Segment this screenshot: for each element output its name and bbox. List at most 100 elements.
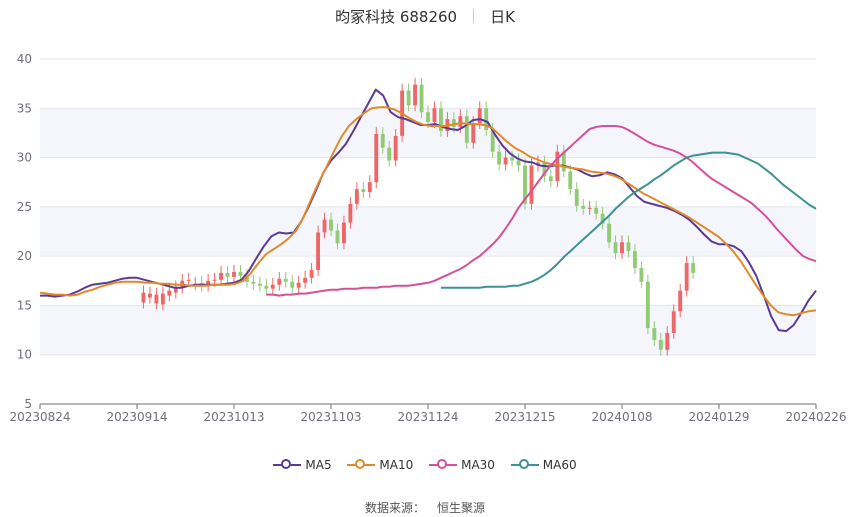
candle (607, 216, 612, 249)
candle-body (361, 189, 366, 193)
candle-body (173, 287, 178, 293)
data-source: 数据来源： 恒生聚源 (0, 499, 850, 516)
candle (523, 158, 527, 210)
candle (290, 274, 295, 294)
x-tick-label: 20230824 (9, 410, 70, 424)
candle-body (147, 293, 152, 298)
candle-body (309, 269, 314, 278)
legend-label-ma30: MA30 (461, 458, 495, 472)
candle (270, 277, 275, 295)
legend-item-ma10[interactable]: MA10 (347, 458, 413, 472)
candle-body (232, 271, 236, 277)
candle (160, 286, 165, 311)
candle-body (490, 129, 495, 152)
candle-body (329, 219, 333, 231)
chart-header: 昀冢科技 688260 日K (0, 6, 850, 28)
candle (361, 182, 366, 198)
candle-body (497, 151, 502, 165)
candle-body (587, 207, 592, 209)
candle (587, 200, 592, 215)
legend-label-ma10: MA10 (379, 458, 414, 472)
legend-item-ma30[interactable]: MA30 (429, 458, 495, 472)
candle (303, 270, 308, 289)
candle (322, 212, 327, 239)
candle (341, 215, 346, 250)
candle (296, 275, 301, 294)
candle (251, 274, 256, 290)
candle-body (160, 293, 165, 305)
legend-swatch-ma60 (510, 459, 539, 471)
candle (329, 212, 333, 237)
x-tick-label: 20231013 (203, 410, 264, 424)
candle-body (568, 171, 573, 190)
candle (516, 153, 521, 172)
candle-body (264, 285, 269, 289)
x-tick-label: 20231124 (397, 410, 458, 424)
candle-body (316, 232, 321, 270)
candle-body (244, 275, 249, 282)
candle-body (529, 165, 534, 204)
candle (529, 158, 534, 210)
y-tick-label: 30 (17, 151, 32, 165)
candle (626, 235, 631, 258)
plot-bands (40, 108, 816, 355)
candle (464, 109, 469, 149)
candle-body (523, 165, 527, 204)
period-label[interactable]: 日K (490, 8, 515, 26)
candle-body (451, 119, 456, 128)
candle (232, 265, 236, 283)
candle (309, 263, 314, 284)
candle (510, 150, 515, 167)
candle-body (464, 116, 469, 143)
legend-swatch-ma30 (429, 459, 458, 471)
candle-body (581, 205, 586, 209)
y-tick-label: 35 (17, 101, 32, 115)
legend: MA5 MA10 MA30 MA60 (0, 458, 850, 474)
candle-body (510, 157, 515, 161)
candle-body (341, 222, 346, 244)
candle-body (406, 90, 411, 106)
y-tick-label: 10 (17, 348, 32, 362)
x-tick-label: 20230914 (106, 410, 167, 424)
candle (568, 164, 573, 196)
candle (393, 128, 398, 167)
candle-body (516, 160, 521, 166)
legend-item-ma5[interactable]: MA5 (273, 458, 332, 472)
candle-body (238, 271, 243, 276)
candle-body (419, 84, 424, 113)
candle (374, 127, 379, 189)
legend-item-ma60[interactable]: MA60 (510, 458, 577, 472)
candle-body (613, 242, 618, 254)
grid-band (40, 206, 816, 257)
candle (193, 276, 198, 290)
legend-label-ma60: MA60 (542, 458, 577, 472)
candle (367, 175, 372, 198)
candle (471, 116, 476, 149)
candle-body (225, 272, 230, 277)
candle-body (393, 135, 398, 161)
candle-body (503, 157, 508, 165)
header-divider (473, 9, 475, 23)
candle (548, 169, 553, 188)
candle-body (484, 108, 489, 130)
candle (503, 150, 508, 171)
y-tick-label: 15 (17, 298, 32, 312)
candle-body (652, 328, 657, 340)
candle (264, 278, 269, 295)
candle (497, 144, 502, 171)
candle (671, 304, 676, 339)
candle-body (257, 283, 262, 286)
candle-body (639, 267, 644, 282)
candle-body (380, 133, 385, 148)
candle-body (658, 339, 663, 350)
candle (316, 225, 321, 276)
grid-band (40, 305, 816, 355)
x-tick-label: 20240226 (785, 410, 846, 424)
candle (438, 101, 443, 137)
legend-label-ma5: MA5 (305, 458, 332, 472)
candle-body (594, 207, 599, 214)
candle-body (335, 230, 340, 244)
candle (419, 77, 424, 119)
candle-body (354, 189, 359, 204)
